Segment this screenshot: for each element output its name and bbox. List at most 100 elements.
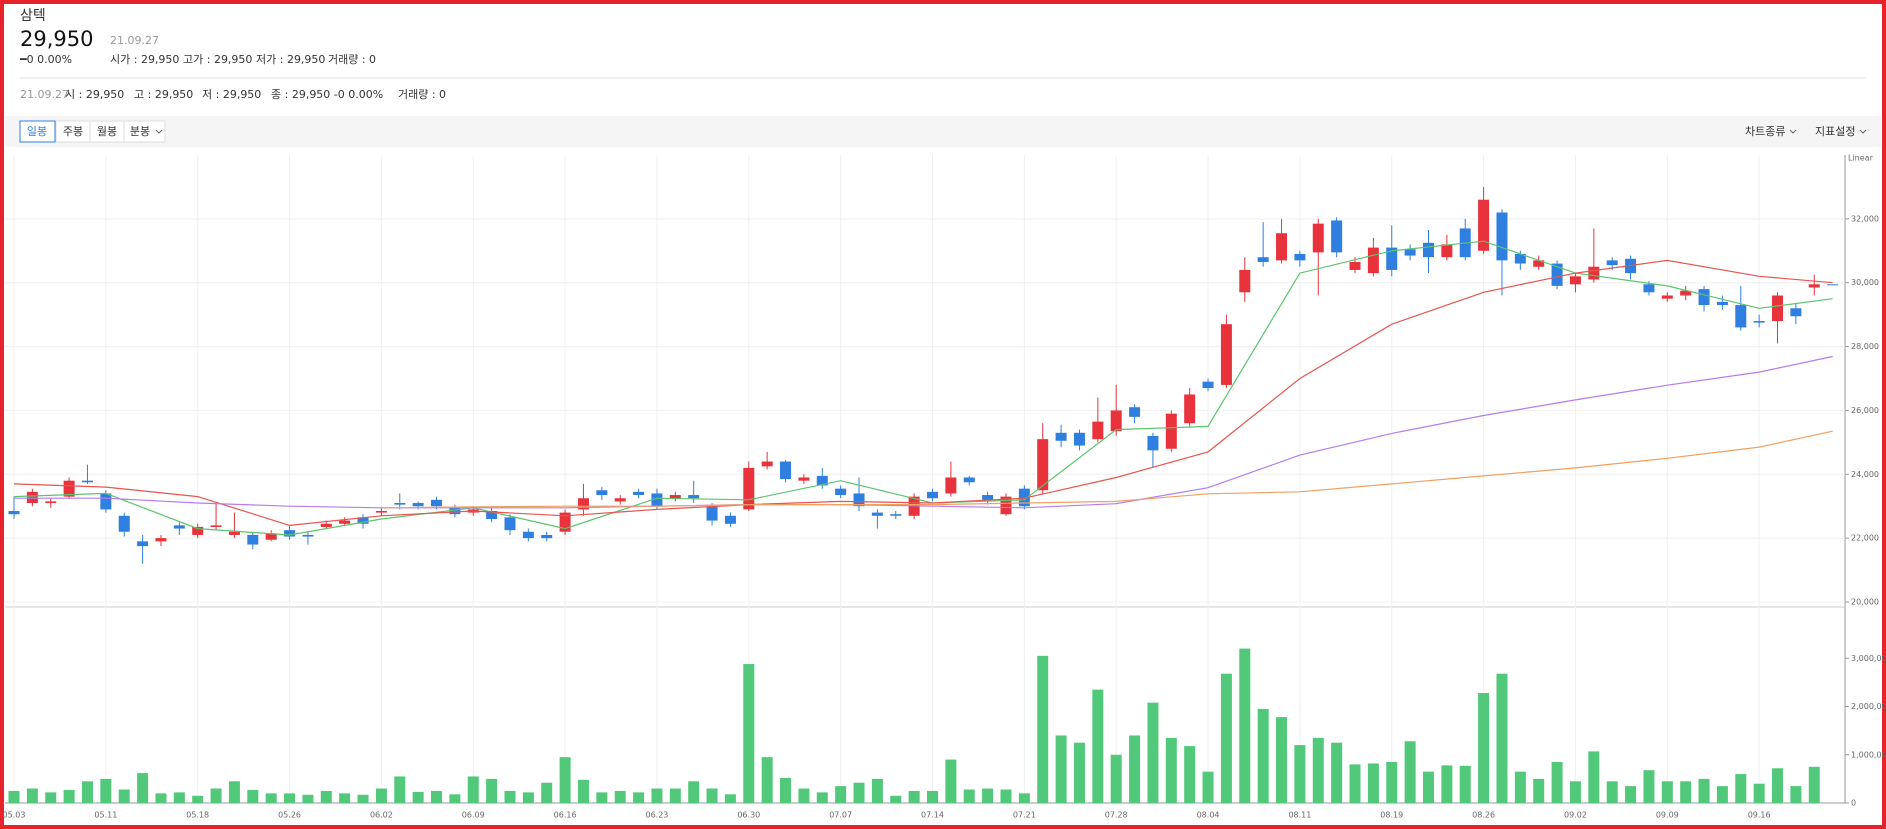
volume-bar bbox=[118, 789, 130, 803]
volume-bar bbox=[1276, 717, 1288, 803]
volume-bar bbox=[890, 795, 902, 803]
volume-bar bbox=[320, 790, 332, 803]
candle-body bbox=[26, 491, 38, 504]
volume-bar bbox=[137, 773, 149, 803]
volume-bar bbox=[1808, 766, 1820, 803]
volume-bar bbox=[100, 778, 112, 803]
volume-bar bbox=[853, 782, 865, 803]
y-tick-label: 30,000 bbox=[1851, 278, 1879, 287]
candle-body bbox=[633, 491, 645, 496]
volume-bar bbox=[1331, 742, 1343, 803]
x-tick-label: 09.16 bbox=[1748, 811, 1771, 820]
volume-bar bbox=[577, 779, 589, 803]
candle-body bbox=[431, 499, 443, 507]
moving-average bbox=[14, 355, 1833, 509]
x-tick-label: 07.07 bbox=[829, 811, 852, 820]
chevron bbox=[155, 129, 163, 134]
y2-tick-label: 1,000,000 bbox=[1851, 750, 1886, 759]
y2-tick-label: 2,000,000 bbox=[1851, 702, 1886, 711]
volume-bar bbox=[1496, 673, 1508, 803]
candle-body bbox=[541, 534, 553, 539]
candle-body bbox=[1073, 432, 1085, 446]
volume-bar bbox=[504, 790, 516, 803]
volume-bar bbox=[522, 792, 534, 803]
period-label[interactable]: 주봉 bbox=[63, 125, 83, 138]
candle-body bbox=[1772, 295, 1784, 322]
candle-body bbox=[559, 512, 571, 532]
candle-body bbox=[100, 493, 112, 510]
x-tick-label: 06.02 bbox=[370, 811, 393, 820]
candle-body bbox=[1202, 381, 1214, 389]
candle-body bbox=[1386, 247, 1398, 270]
period-button[interactable] bbox=[123, 120, 166, 143]
volume-bar bbox=[596, 792, 608, 803]
volume-bar bbox=[1184, 746, 1196, 803]
volume-bar bbox=[706, 788, 718, 803]
candle-body bbox=[1514, 253, 1526, 264]
candle-body bbox=[1827, 284, 1839, 286]
candle-body bbox=[504, 517, 516, 531]
chevron bbox=[1859, 129, 1867, 134]
candle-body bbox=[688, 495, 700, 499]
x-tick-label: 06.30 bbox=[737, 811, 760, 820]
volume-bar bbox=[927, 790, 938, 803]
candle-body bbox=[192, 526, 204, 535]
candle-body bbox=[1478, 199, 1490, 251]
candle-body bbox=[651, 493, 663, 507]
y-tick-label: 22,000 bbox=[1851, 534, 1879, 543]
candle-body bbox=[596, 490, 608, 496]
y-tick-label: 28,000 bbox=[1851, 342, 1879, 351]
period-label[interactable]: 분봉 bbox=[130, 125, 150, 138]
toolbar bbox=[5, 116, 1881, 147]
volume-bar bbox=[302, 794, 314, 803]
candle-body bbox=[1680, 290, 1692, 296]
volume-bar bbox=[265, 793, 277, 803]
tool-button[interactable]: 차트종류 bbox=[1745, 125, 1785, 138]
period-label[interactable]: 월봉 bbox=[97, 125, 117, 138]
volume-bar bbox=[651, 788, 663, 803]
volume-bar bbox=[1606, 781, 1618, 803]
candle-body bbox=[1569, 276, 1581, 285]
candle-body bbox=[1184, 394, 1196, 424]
candle-body bbox=[247, 534, 259, 545]
candle-body bbox=[375, 511, 387, 513]
volume-bar bbox=[1404, 741, 1416, 803]
candle-body bbox=[1533, 260, 1545, 267]
volume-bar bbox=[780, 777, 792, 803]
candle-body bbox=[1790, 308, 1802, 317]
open: 시가 : 29,950 bbox=[110, 53, 179, 66]
volume-bar bbox=[1772, 768, 1784, 803]
low: 저가 : 29,950 bbox=[256, 53, 325, 66]
candle-body bbox=[1018, 488, 1030, 507]
candle-body bbox=[357, 517, 369, 524]
period-label[interactable]: 일봉 bbox=[27, 124, 47, 138]
volume-bar bbox=[1643, 770, 1655, 803]
y-tick-label: 26,000 bbox=[1851, 406, 1879, 415]
volume-bar bbox=[1202, 771, 1214, 803]
candle-body bbox=[284, 530, 296, 537]
volume-bar bbox=[63, 789, 75, 803]
candle-body bbox=[982, 495, 994, 500]
tool-button[interactable]: 지표설정 bbox=[1815, 125, 1855, 138]
candle-body bbox=[614, 498, 626, 502]
volume-bar bbox=[761, 757, 773, 803]
candle-body bbox=[486, 511, 498, 519]
volume-bar bbox=[412, 791, 424, 803]
y-tick-label: 20,000 bbox=[1851, 598, 1879, 607]
info-high: 고 : 29,950 bbox=[134, 88, 193, 101]
candle-body bbox=[155, 538, 167, 542]
candle-body bbox=[173, 525, 185, 529]
candle-body bbox=[1808, 284, 1820, 288]
volume-bar bbox=[26, 788, 38, 803]
candle-body bbox=[743, 467, 755, 510]
volume-bar bbox=[541, 782, 553, 803]
candle-body bbox=[890, 514, 902, 516]
x-tick-label: 07.14 bbox=[921, 811, 944, 820]
volume-bar bbox=[1055, 735, 1067, 803]
candle-body bbox=[1588, 266, 1600, 280]
candle-body bbox=[1092, 421, 1104, 440]
period-button[interactable] bbox=[19, 120, 56, 143]
volume-bar bbox=[1753, 783, 1765, 803]
candle-body bbox=[1404, 249, 1416, 256]
volume-bar bbox=[1165, 737, 1177, 803]
